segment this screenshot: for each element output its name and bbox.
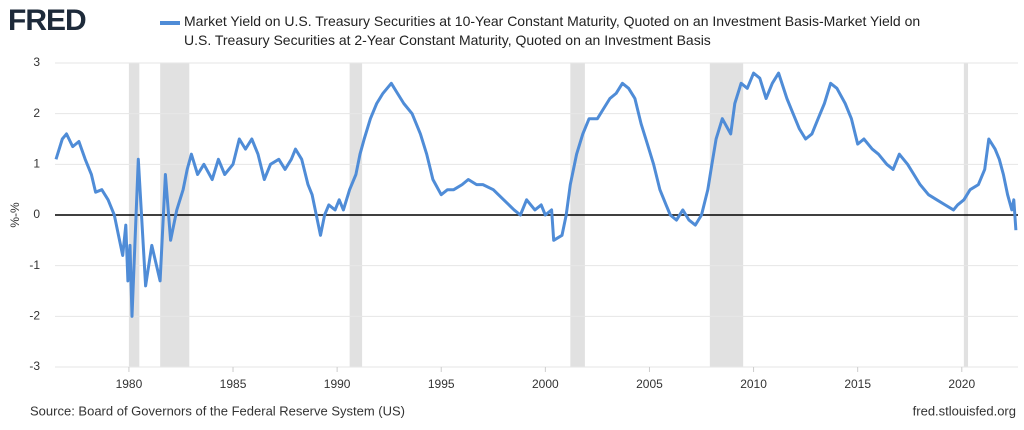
x-tick-label: 1980 <box>116 377 143 391</box>
x-tick-label: 2005 <box>636 377 663 391</box>
x-tick-label: 1985 <box>220 377 247 391</box>
y-tick-label: -2 <box>29 309 40 323</box>
source: Source: Board of Governors of the Federa… <box>30 403 405 418</box>
legend-swatch <box>160 21 180 25</box>
y-axis-label: %-% <box>8 202 22 228</box>
x-tick-label: 1990 <box>324 377 351 391</box>
legend-label: Market Yield on U.S. Treasury Securities… <box>184 13 921 48</box>
y-tick-label: -3 <box>29 359 40 373</box>
y-tick-label: -1 <box>29 258 40 272</box>
y-tick-label: 3 <box>33 55 40 69</box>
x-tick-label: 1995 <box>428 377 455 391</box>
x-tick-label: 2015 <box>844 377 871 391</box>
series-line <box>54 71 1018 318</box>
x-tick-label: 2020 <box>948 377 975 391</box>
y-tick-label: 2 <box>33 106 40 120</box>
site: fred.stlouisfed.org <box>913 403 1016 418</box>
x-tick-label: 2010 <box>740 377 767 391</box>
y-tick-label: 1 <box>33 157 40 171</box>
x-tick-label: 2000 <box>532 377 559 391</box>
y-tick-label: 0 <box>33 207 40 221</box>
logo: FRED <box>8 4 87 37</box>
